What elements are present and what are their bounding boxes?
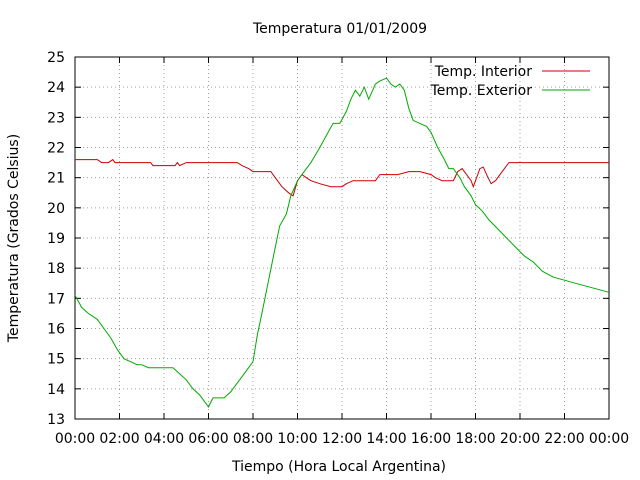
y-axis-label: Temperatura (Grados Celsius) [6,134,22,343]
series-lines [74,77,610,408]
x-tick-label: 16:00 [411,431,451,447]
y-tick-label: 19 [47,231,65,247]
x-tick-label: 22:00 [544,431,584,447]
x-tick-label: 12:00 [322,431,362,447]
y-tick-label: 25 [47,50,65,66]
x-tick-label: 14:00 [366,431,406,447]
x-tick-label: 02:00 [99,431,139,447]
x-tick-label: 06:00 [188,431,228,447]
x-tick-label: 10:00 [277,431,317,447]
y-tick-label: 18 [47,261,65,277]
plot-frame [74,56,610,420]
grid [75,57,609,419]
x-tick-label: 08:00 [233,431,273,447]
y-tick-label: 20 [47,201,65,217]
y-tick-label: 24 [47,80,65,96]
x-tick-label: 04:00 [144,431,184,447]
x-tick-label: 20:00 [500,431,540,447]
x-tick-label: 00:00 [589,431,629,447]
x-tick-label: 18:00 [455,431,495,447]
x-axis-label: Tiempo (Hora Local Argentina) [231,459,446,475]
y-tick-label: 16 [47,322,65,338]
y-tick-label: 13 [47,412,65,428]
legend-label-interior: Temp. Interior [434,64,533,80]
series-line-interior [75,158,609,197]
x-tick-label: 00:00 [55,431,95,447]
y-tick-label: 23 [47,110,65,126]
y-tick-label: 17 [47,291,65,307]
series-line-exterior [74,77,610,408]
legend: Temp. Interior Temp. Exterior [430,64,590,99]
y-tick-label: 15 [47,352,65,368]
y-tick-label: 14 [47,382,65,398]
chart-title: Temperatura 01/01/2009 [252,21,427,37]
y-tick-label: 21 [47,171,65,187]
legend-label-exterior: Temp. Exterior [430,83,533,99]
y-tick-label: 22 [47,141,65,157]
